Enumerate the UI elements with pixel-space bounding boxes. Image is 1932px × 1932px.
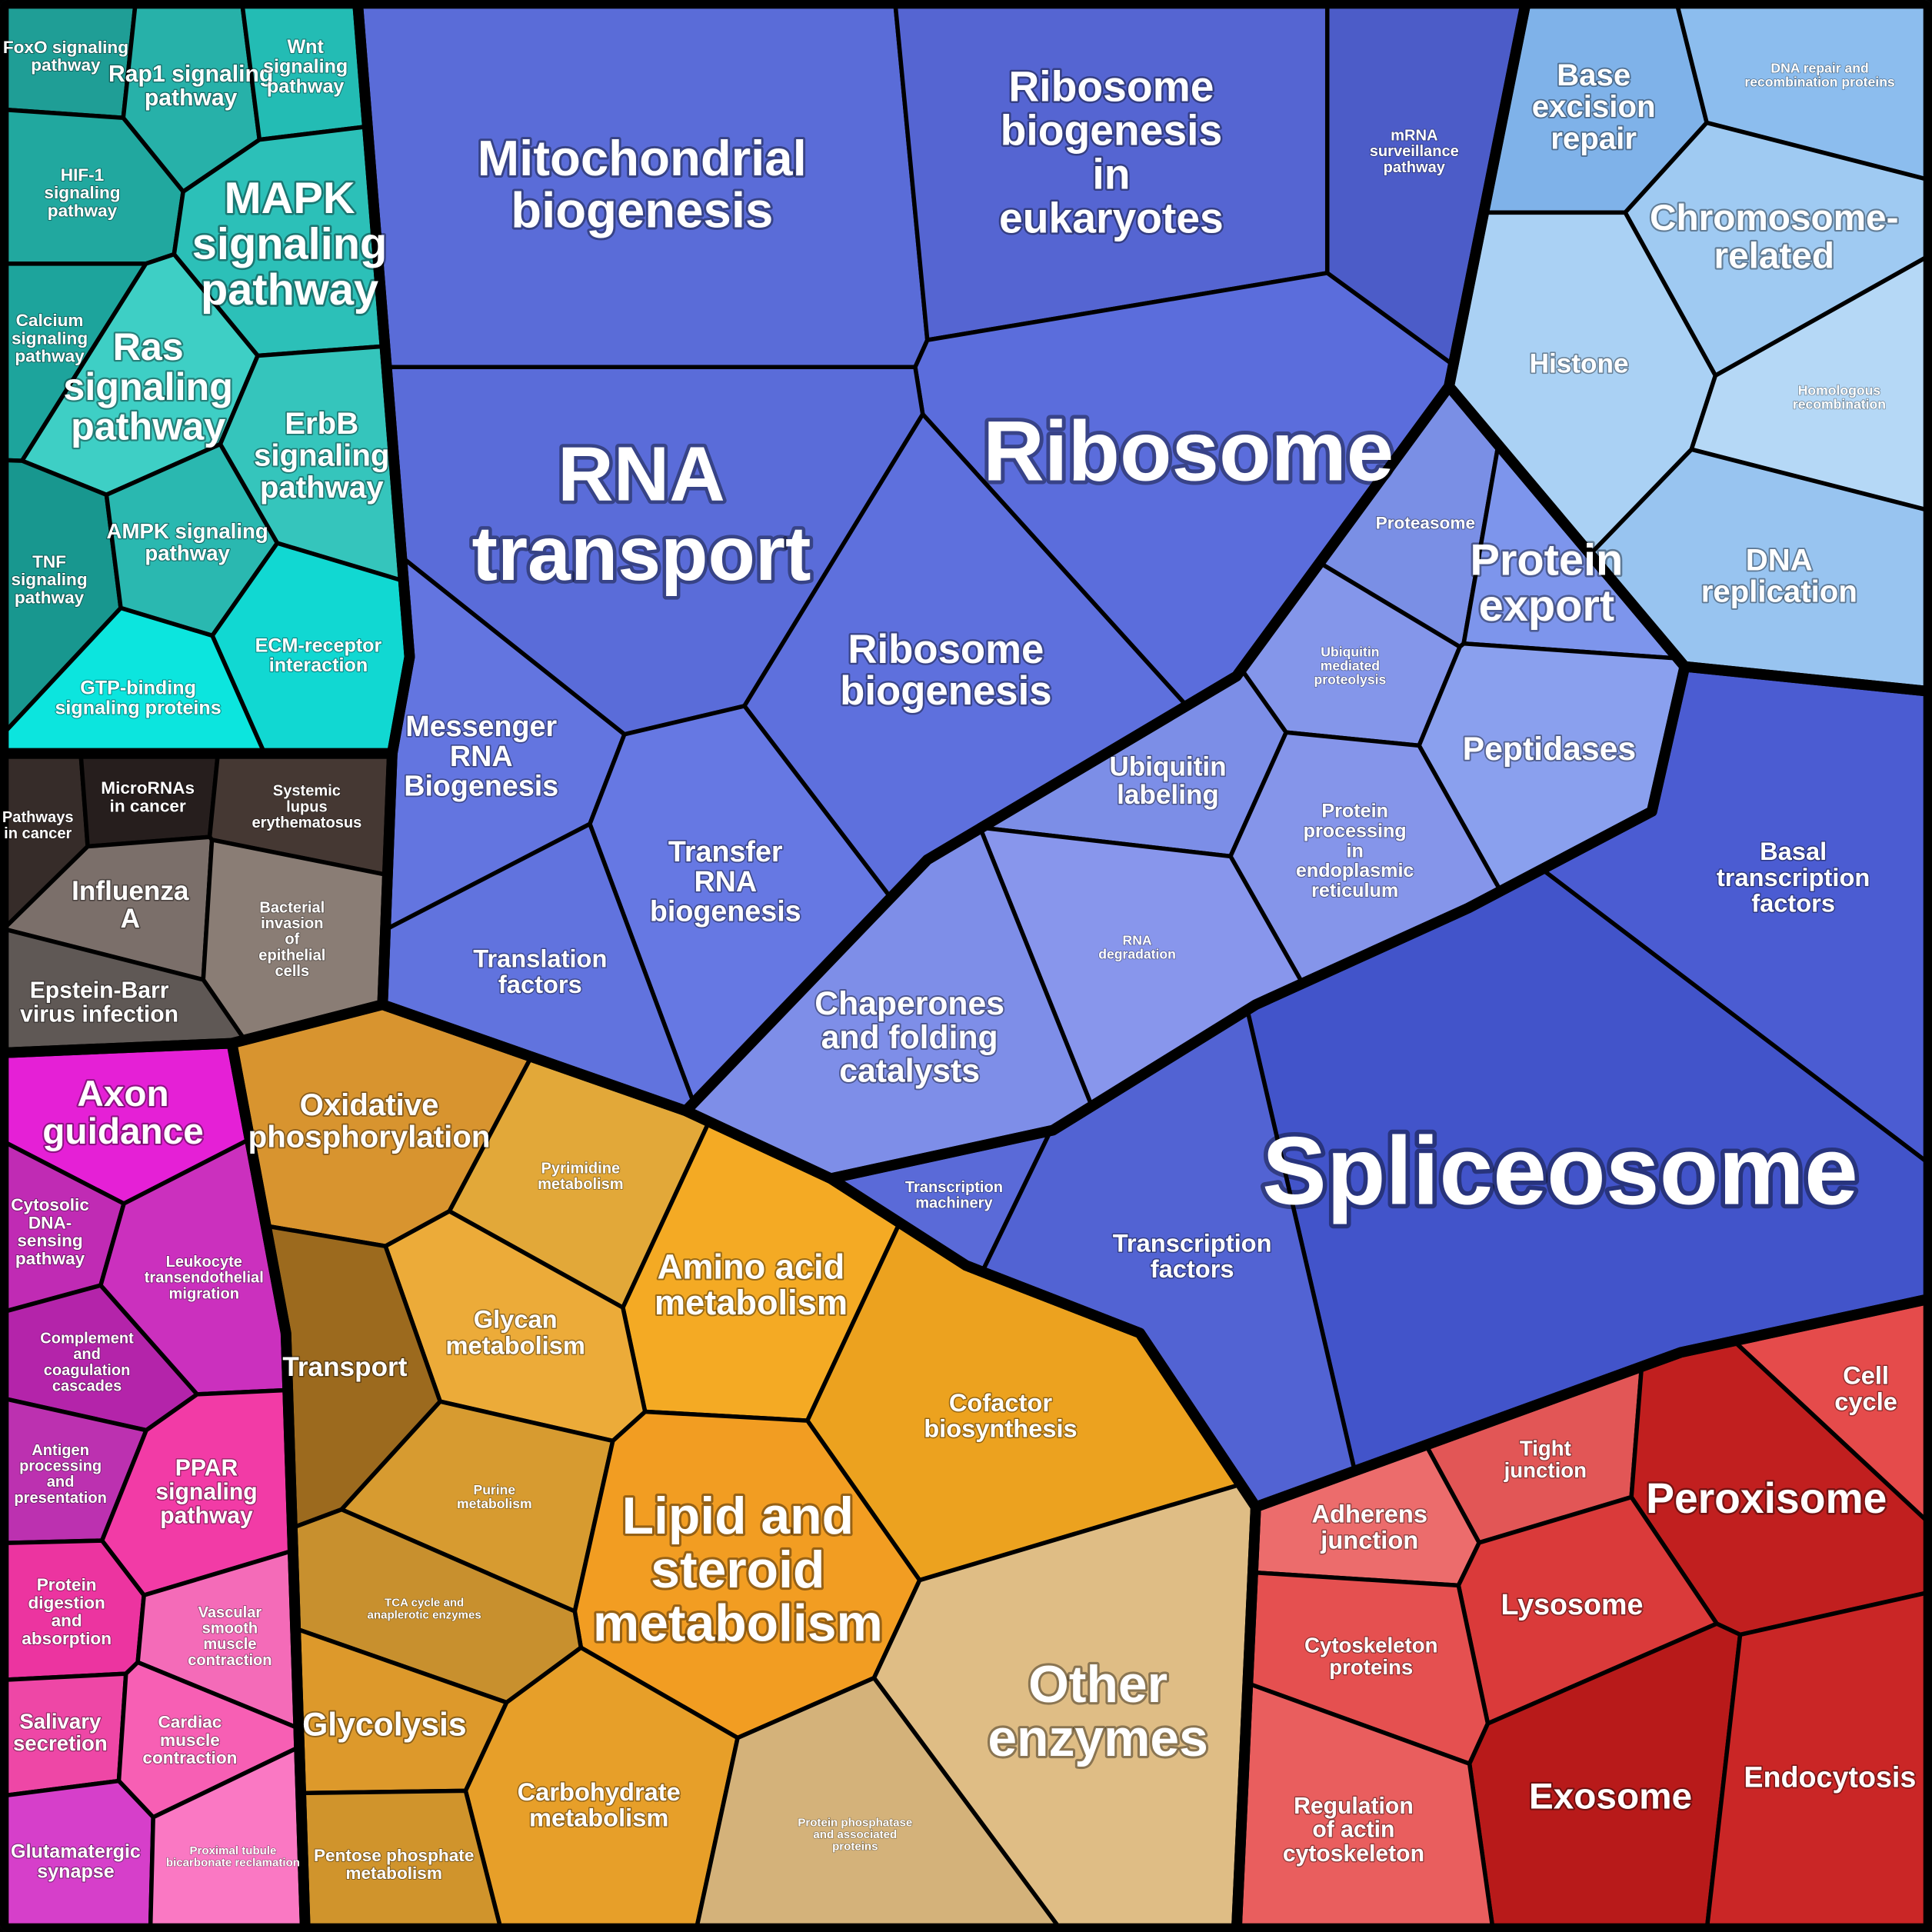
cell-pentose-phosphate-metabolism[interactable]	[298, 1788, 504, 1932]
cell-endocytosis[interactable]	[1704, 1589, 1932, 1932]
group-outline-cellular-processes	[1231, 1293, 1932, 1932]
group-outline-metabolism	[226, 999, 1261, 1932]
cell-mitochondrial-biogenesis[interactable]	[355, 0, 930, 370]
cell-glutamatergic-synapse[interactable]	[0, 1778, 155, 1932]
cell-protein-phosphatase-and-associated-proteins[interactable]	[693, 1675, 1065, 1932]
cell-wnt-signaling-pathway[interactable]	[239, 0, 370, 142]
cell-salivary-secretion[interactable]	[0, 1671, 128, 1799]
cell-foxo-signaling-pathway[interactable]	[0, 0, 138, 120]
cell-micrornas-in-cancer[interactable]	[78, 751, 221, 849]
cell-dna-repair-and-recombination-proteins[interactable]	[1674, 0, 1932, 183]
